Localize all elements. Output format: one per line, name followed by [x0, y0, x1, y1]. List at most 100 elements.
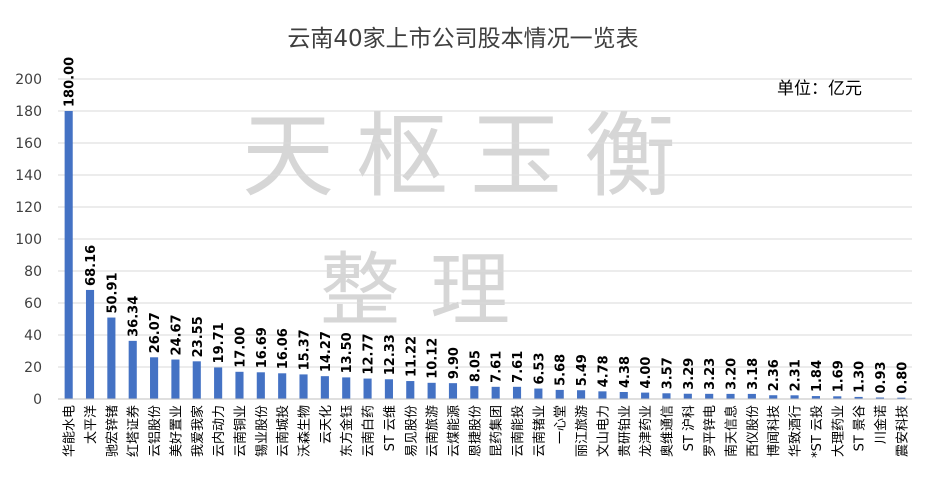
- bar: [363, 378, 372, 399]
- bar: [854, 396, 863, 399]
- bar: [448, 383, 458, 399]
- data-label: 5.68: [554, 354, 569, 386]
- bar: [811, 396, 820, 399]
- data-labels: 180.00 68.16 50.91 36.34 26.07 24.67 23.55 19.7…: [63, 57, 911, 394]
- data-label: 4.38: [618, 356, 633, 388]
- category-label: ST 沪科: [681, 405, 697, 451]
- bar: [406, 381, 415, 399]
- data-label: 24.67: [169, 314, 184, 355]
- category-label: 丽江旅游: [575, 405, 590, 457]
- category-label: ST 景谷: [853, 405, 868, 451]
- y-tick-label: 120: [15, 200, 42, 216]
- category-label: 太平洋: [84, 405, 99, 444]
- category-label: 锡业股份: [255, 405, 270, 457]
- data-label: 6.53: [532, 352, 547, 384]
- data-label: 26.07: [148, 312, 163, 353]
- data-label: 1.30: [853, 361, 868, 393]
- data-label: 4.00: [639, 357, 654, 389]
- bar: [278, 373, 287, 399]
- category-label: 文山电力: [596, 405, 611, 457]
- category-label: 罗平锌电: [703, 405, 718, 457]
- bar: [555, 389, 564, 399]
- category-label: 南天信息: [724, 405, 740, 457]
- y-tick-label: 160: [15, 136, 42, 152]
- data-label: 4.78: [596, 355, 611, 387]
- bar: [107, 317, 116, 399]
- category-label: 西仪股份: [746, 405, 761, 457]
- data-label: 19.71: [212, 322, 227, 363]
- bar: [150, 357, 159, 399]
- y-tick-label: 0: [33, 392, 42, 408]
- data-label: 9.90: [447, 347, 462, 379]
- gridlines: [58, 78, 912, 368]
- data-label: 12.77: [362, 333, 377, 374]
- category-label: 奥维通信: [660, 405, 675, 457]
- bar: [705, 393, 714, 399]
- category-label: 博闻科技: [767, 405, 782, 457]
- y-tick-label: 40: [24, 328, 42, 344]
- bar: [85, 289, 95, 399]
- data-label: 8.05: [468, 350, 483, 382]
- unit-label: 单位：亿元: [777, 79, 862, 99]
- category-label: 龙津药业: [639, 405, 654, 457]
- bar: [683, 393, 692, 399]
- data-label: 3.18: [746, 358, 761, 390]
- data-label: 180.00: [63, 57, 78, 107]
- category-label: 云南锗业: [531, 405, 547, 457]
- chart-title: 云南40家上市公司股本情况一览表: [287, 26, 638, 52]
- bar: [64, 111, 73, 399]
- category-label: 华致酒行: [789, 405, 804, 457]
- data-label: 13.50: [340, 332, 355, 373]
- category-label: ST 云维: [383, 405, 398, 451]
- category-label: 华能水电: [63, 405, 78, 457]
- data-label: 7.61: [511, 351, 526, 383]
- category-label: 驰宏锌锗: [105, 405, 120, 457]
- watermark-layer: 天枢玉衡 整理: [242, 103, 676, 337]
- x-axis-categories: 华能水电 太平洋 驰宏锌锗 红塔证券 云铝股份 美好置业 我爱我家 云内动力 云南铜业 锡业股份云…: [63, 405, 911, 458]
- category-label: 贵研铂业: [617, 405, 633, 457]
- data-label: 3.57: [660, 357, 675, 389]
- data-label: 1.69: [831, 360, 846, 392]
- bar: [619, 391, 628, 399]
- category-label: 恩捷股份: [468, 405, 483, 457]
- data-label: 3.29: [682, 358, 697, 390]
- category-label: 一心堂: [554, 405, 569, 444]
- bar: [747, 393, 756, 399]
- data-label: 17.00: [233, 327, 248, 368]
- bar: [534, 388, 543, 399]
- bar: [214, 367, 223, 399]
- bar: [470, 386, 479, 399]
- data-label: 7.61: [490, 351, 505, 383]
- data-label: 0.80: [895, 362, 910, 394]
- data-label: 2.31: [789, 359, 804, 391]
- y-tick-label: 180: [15, 104, 42, 120]
- category-label: 沃森生物: [298, 405, 313, 457]
- bar: [833, 396, 842, 399]
- data-label: 14.27: [319, 331, 334, 372]
- bars: [64, 111, 906, 399]
- data-label: 3.23: [703, 358, 718, 390]
- category-label: 云南白药: [361, 405, 377, 457]
- y-tick-label: 100: [15, 232, 42, 248]
- category-label: 云内动力: [211, 405, 227, 457]
- bar: [342, 377, 351, 399]
- bar: [769, 395, 778, 399]
- y-tick-label: 200: [15, 72, 42, 88]
- y-tick-label: 140: [15, 168, 42, 184]
- data-label: 50.91: [105, 272, 120, 313]
- data-label: 16.06: [276, 328, 291, 369]
- y-tick-label: 80: [24, 264, 42, 280]
- category-label: 昆药集团: [489, 405, 505, 457]
- category-label: 红塔证券: [126, 405, 142, 457]
- category-label: 云煤能源: [447, 405, 462, 457]
- data-label: 0.93: [874, 361, 889, 393]
- data-label: 1.84: [810, 360, 825, 392]
- category-label: 美好置业: [169, 405, 184, 457]
- bar: [598, 391, 607, 399]
- category-label: *ST 云投: [809, 405, 825, 458]
- category-label: 易见股份: [404, 405, 419, 457]
- data-label: 10.12: [426, 338, 441, 379]
- category-label: 震安科技: [895, 405, 910, 457]
- bar: [256, 372, 265, 399]
- category-label: 大理药业: [831, 405, 846, 457]
